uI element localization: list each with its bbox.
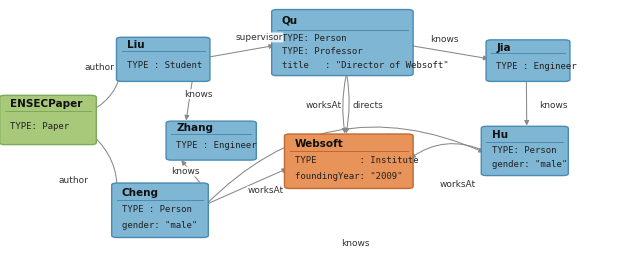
- Text: TYPE : Person: TYPE : Person: [122, 205, 192, 214]
- Text: Cheng: Cheng: [122, 188, 159, 198]
- FancyArrowPatch shape: [345, 76, 349, 132]
- Text: knows: knows: [184, 90, 212, 99]
- Text: TYPE: Professor: TYPE: Professor: [282, 47, 362, 56]
- Text: worksAt: worksAt: [440, 180, 476, 189]
- FancyBboxPatch shape: [116, 37, 210, 82]
- Text: knows: knows: [341, 239, 369, 248]
- FancyArrowPatch shape: [342, 76, 346, 132]
- FancyArrowPatch shape: [205, 127, 483, 205]
- Text: foundingYear: "2009": foundingYear: "2009": [295, 172, 402, 181]
- Text: TYPE: Person: TYPE: Person: [282, 34, 346, 43]
- Text: supervisor: supervisor: [236, 33, 283, 42]
- FancyBboxPatch shape: [486, 40, 570, 82]
- Text: TYPE : Student: TYPE : Student: [127, 61, 202, 70]
- FancyArrowPatch shape: [185, 82, 192, 119]
- FancyBboxPatch shape: [272, 10, 413, 76]
- FancyArrowPatch shape: [411, 144, 484, 158]
- Text: Hu: Hu: [492, 130, 508, 140]
- FancyBboxPatch shape: [285, 134, 413, 188]
- FancyArrowPatch shape: [93, 136, 119, 192]
- Text: gender: "male": gender: "male": [122, 221, 197, 230]
- Text: Liu: Liu: [127, 40, 145, 50]
- Text: knows: knows: [431, 36, 459, 44]
- Text: Websoft: Websoft: [295, 139, 344, 149]
- Text: TYPE: Person: TYPE: Person: [492, 146, 556, 155]
- FancyArrowPatch shape: [205, 169, 286, 205]
- Text: author: author: [59, 176, 88, 185]
- Text: knows: knows: [172, 167, 200, 176]
- Text: knows: knows: [540, 101, 568, 110]
- FancyArrowPatch shape: [182, 161, 202, 184]
- Text: worksAt: worksAt: [248, 187, 284, 195]
- FancyArrowPatch shape: [525, 82, 529, 124]
- FancyBboxPatch shape: [111, 183, 209, 237]
- FancyBboxPatch shape: [166, 121, 256, 160]
- Text: worksAt: worksAt: [305, 101, 341, 110]
- FancyBboxPatch shape: [0, 95, 97, 144]
- Text: TYPE : Engineer: TYPE : Engineer: [177, 141, 257, 150]
- Text: Zhang: Zhang: [177, 123, 213, 133]
- Text: Qu: Qu: [282, 16, 298, 26]
- Text: TYPE: Paper: TYPE: Paper: [10, 122, 69, 131]
- Text: gender: "male": gender: "male": [492, 160, 567, 170]
- FancyArrowPatch shape: [411, 46, 487, 60]
- Text: title   : "Director of Websoft": title : "Director of Websoft": [282, 61, 449, 70]
- Text: TYPE        : Institute: TYPE : Institute: [295, 156, 419, 165]
- Text: ENSECPaper: ENSECPaper: [10, 99, 83, 109]
- Text: directs: directs: [353, 101, 383, 110]
- Text: author: author: [84, 63, 114, 71]
- Text: TYPE : Engineer: TYPE : Engineer: [497, 62, 577, 71]
- FancyArrowPatch shape: [93, 72, 122, 109]
- Text: Jia: Jia: [497, 43, 511, 53]
- FancyArrowPatch shape: [207, 44, 273, 57]
- FancyBboxPatch shape: [481, 126, 568, 175]
